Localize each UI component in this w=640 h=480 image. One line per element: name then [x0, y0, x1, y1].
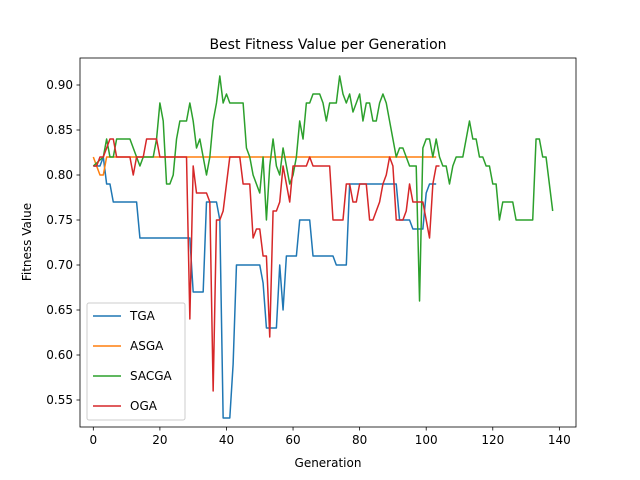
x-axis-label: Generation: [295, 456, 362, 470]
chart-title: Best Fitness Value per Generation: [209, 37, 446, 53]
legend-box: [86, 302, 186, 421]
y-axis-label: Fitness Value: [20, 203, 34, 281]
series-line-sacga: [92, 75, 554, 302]
legend-label-asga: ASGA: [130, 339, 164, 353]
x-tick-label: 140: [548, 433, 571, 447]
x-tick-label: 100: [415, 433, 438, 447]
legend-label-tga: TGA: [129, 309, 156, 323]
y-tick-label: 0.90: [46, 78, 73, 92]
legend-label-sacga: SACGA: [130, 369, 173, 383]
x-tick-label: 80: [352, 433, 367, 447]
series-line-oga: [93, 138, 440, 392]
x-tick-label: 120: [481, 433, 504, 447]
y-tick-label: 0.80: [46, 168, 73, 182]
y-tick-label: 0.65: [46, 303, 73, 317]
y-tick-label: 0.60: [46, 348, 73, 362]
legend-label-oga: OGA: [130, 399, 158, 413]
y-tick-label: 0.85: [46, 123, 73, 137]
series-line-tga: [93, 156, 437, 419]
y-tick-label: 0.55: [46, 393, 73, 407]
x-tick-label: 40: [219, 433, 234, 447]
plot-lines: [92, 75, 554, 419]
legend: TGA ASGA SACGA OGA: [86, 302, 186, 421]
y-tick-label: 0.75: [46, 213, 73, 227]
x-axis: 0 20 40 60 80 100 120 140: [89, 427, 571, 447]
x-tick-label: 20: [152, 433, 167, 447]
y-axis: 0.55 0.60 0.65 0.70 0.75 0.80 0.85 0.90: [46, 78, 80, 407]
plot-frame: [79, 57, 577, 428]
x-tick-label: 60: [285, 433, 300, 447]
x-tick-label: 0: [89, 433, 97, 447]
y-tick-label: 0.70: [46, 258, 73, 272]
